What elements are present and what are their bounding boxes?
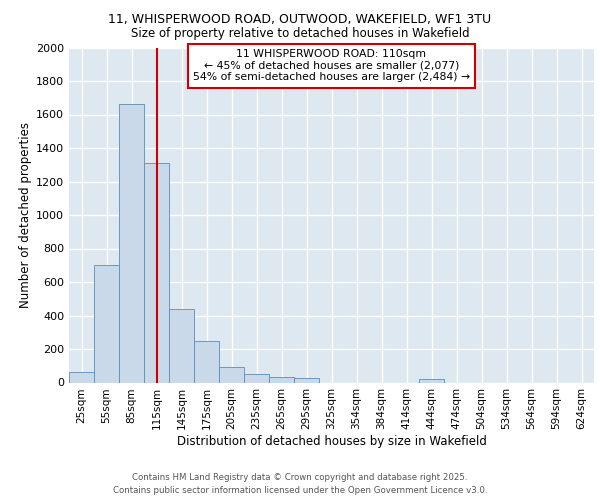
Bar [219, 366, 244, 382]
Bar [94, 265, 119, 382]
Bar [119, 104, 144, 382]
Bar [244, 374, 269, 382]
Bar [269, 378, 294, 382]
Text: 11, WHISPERWOOD ROAD, OUTWOOD, WAKEFIELD, WF1 3TU: 11, WHISPERWOOD ROAD, OUTWOOD, WAKEFIELD… [109, 12, 491, 26]
Bar [194, 340, 219, 382]
Bar [294, 378, 319, 382]
X-axis label: Distribution of detached houses by size in Wakefield: Distribution of detached houses by size … [176, 435, 487, 448]
Text: Contains HM Land Registry data © Crown copyright and database right 2025.
Contai: Contains HM Land Registry data © Crown c… [113, 474, 487, 495]
Bar [169, 309, 194, 382]
Y-axis label: Number of detached properties: Number of detached properties [19, 122, 32, 308]
Bar [144, 163, 169, 382]
Bar [419, 379, 444, 382]
Text: 11 WHISPERWOOD ROAD: 110sqm
← 45% of detached houses are smaller (2,077)
54% of : 11 WHISPERWOOD ROAD: 110sqm ← 45% of det… [193, 49, 470, 82]
Text: Size of property relative to detached houses in Wakefield: Size of property relative to detached ho… [131, 28, 469, 40]
Bar [69, 372, 94, 382]
